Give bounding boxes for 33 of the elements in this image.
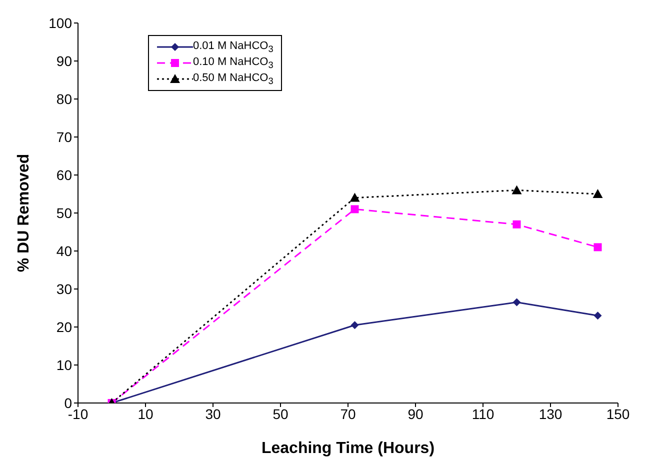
point [350,321,359,330]
legend-label: 0.01 M NaHCO$_{3}$ [193,40,274,54]
y-tick-label: 70 [56,128,72,145]
x-tick-label: 30 [205,406,221,422]
x-tick-label: 150 [606,406,630,422]
point [512,298,521,306]
y-tick-label: 90 [56,52,72,69]
x-tick-label: 90 [408,406,424,422]
point [594,243,602,252]
x-tick-label: 70 [340,406,356,422]
x-tick-label: 130 [538,406,562,422]
point [592,189,603,198]
legend-label: 0.50 M NaHCO$_{3}$ [193,72,274,86]
point [512,220,521,228]
y-tick-label: 20 [56,318,72,335]
y-tick-label: 50 [56,204,72,221]
point [350,192,360,202]
y-tick-label: 30 [56,280,72,297]
x-tick-label: 10 [138,406,154,422]
point [594,312,602,320]
point [512,185,522,194]
x-axis-title: Leaching Time (Hours) [261,440,435,457]
y-axis-title: % DU Removed [16,154,33,272]
y-tick-label: 0 [64,394,72,411]
y-tick-label: 40 [56,242,72,259]
x-tick-label: 50 [272,406,288,422]
y-tick-label: 10 [56,356,72,373]
x-tick-label: 110 [472,406,494,422]
y-tick-label: 60 [56,166,72,183]
y-tick-label: 80 [56,90,72,107]
point [350,205,359,214]
legend-label: 0.10 M NaHCO$_{3}$ [193,56,274,70]
y-tick-label: 100 [48,14,72,31]
